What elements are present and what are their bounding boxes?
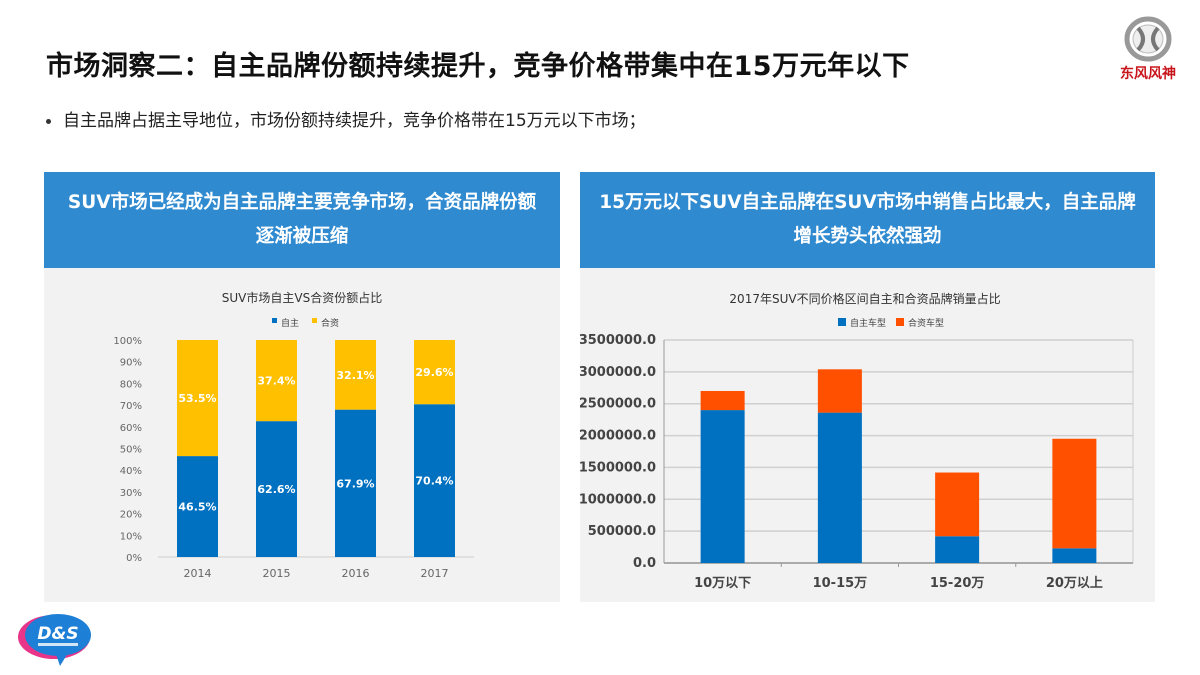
x-tick-label: 2015: [263, 567, 291, 580]
legend-label: 合资: [321, 317, 339, 329]
x-tick-label: 2016: [342, 567, 370, 580]
share-panel: SUV市场已经成为自主品牌主要竞争市场，合资品牌份额逐渐被压缩 SUV市场自主V…: [44, 172, 560, 602]
bar-domestic: [817, 412, 862, 563]
data-label: 46.5%: [178, 501, 216, 514]
y-tick-label: 1000000.0: [580, 492, 656, 507]
legend-label: 自主车型: [850, 317, 886, 329]
data-label: 62.6%: [257, 483, 295, 496]
bar-joint: [414, 340, 455, 405]
chart-title: 2017年SUV不同价格区间自主和合资品牌销量占比: [729, 291, 1000, 306]
y-tick-label: 50%: [120, 445, 142, 456]
x-tick-label: 2014: [184, 567, 212, 580]
y-tick-label: 3000000.0: [580, 365, 656, 380]
x-tick-label: 20万以上: [1046, 576, 1103, 591]
data-label: 32.1%: [336, 369, 374, 382]
y-tick-label: 1500000.0: [580, 460, 656, 475]
y-tick-label: 30%: [120, 488, 142, 499]
y-tick-label: 20%: [120, 510, 142, 521]
price-panel-heading: 15万元以下SUV自主品牌在SUV市场中销售占比最大，自主品牌增长势头依然强劲: [580, 172, 1155, 268]
x-tick-label: 15-20万: [930, 576, 985, 591]
y-tick-label: 0%: [126, 553, 142, 564]
bullet-dot-icon: [46, 118, 51, 124]
bullet-text: 自主品牌占据主导地位，市场份额持续提升，竞争价格带在15万元以下市场；: [63, 111, 646, 131]
bar-joint: [700, 390, 745, 411]
y-tick-label: 80%: [120, 379, 142, 390]
bar-domestic: [414, 404, 455, 557]
y-tick-label: 40%: [120, 466, 142, 477]
bar-joint: [817, 369, 862, 413]
bullet-point: 自主品牌占据主导地位，市场份额持续提升，竞争价格带在15万元以下市场；: [46, 106, 646, 131]
share-panel-heading: SUV市场已经成为自主品牌主要竞争市场，合资品牌份额逐渐被压缩: [44, 172, 560, 268]
dongfeng-logo: 东风风神: [1120, 16, 1176, 82]
bar-joint: [177, 340, 218, 457]
x-tick-label: 10-15万: [813, 576, 868, 591]
y-tick-label: 3500000.0: [580, 333, 656, 348]
y-tick-label: 10%: [120, 531, 142, 542]
bar-joint: [335, 340, 376, 410]
legend-swatch: [272, 318, 277, 323]
data-label: 70.4%: [415, 475, 453, 488]
bar-domestic: [935, 536, 980, 563]
svg-text:D&S: D&S: [37, 624, 78, 644]
y-tick-label: 90%: [120, 358, 142, 369]
x-tick-label: 2017: [421, 567, 449, 580]
y-tick-label: 2500000.0: [580, 397, 656, 412]
bar-domestic: [700, 410, 745, 563]
ds-logo: D&S: [18, 614, 91, 666]
legend-label: 自主: [281, 317, 299, 329]
chart-title: SUV市场自主VS合资份额占比: [222, 290, 382, 305]
data-label: 67.9%: [336, 477, 374, 490]
y-tick-label: 500000.0: [588, 524, 656, 539]
legend-swatch: [896, 318, 904, 326]
y-tick-label: 60%: [120, 423, 142, 434]
legend-label: 合资车型: [908, 317, 944, 329]
y-tick-label: 70%: [120, 401, 142, 412]
legend-swatch: [838, 318, 846, 326]
bar-joint: [935, 472, 980, 537]
y-tick-label: 2000000.0: [580, 429, 656, 444]
bar-domestic: [177, 456, 218, 557]
data-label: 29.6%: [415, 366, 453, 379]
data-label: 37.4%: [257, 375, 295, 388]
bar-domestic: [256, 421, 297, 557]
data-label: 53.5%: [178, 392, 216, 405]
bar-joint: [256, 340, 297, 422]
price-panel: 15万元以下SUV自主品牌在SUV市场中销售占比最大，自主品牌增长势头依然强劲 …: [580, 172, 1155, 602]
bar-domestic: [1052, 548, 1097, 563]
y-tick-label: 0.0: [633, 556, 656, 571]
y-tick-label: 100%: [113, 336, 142, 347]
legend-swatch: [312, 318, 317, 323]
svg-text:东风风神: 东风风神: [1120, 65, 1176, 82]
x-tick-label: 10万以下: [694, 576, 751, 591]
bar-domestic: [335, 409, 376, 557]
bar-joint: [1052, 438, 1097, 549]
page-title: 市场洞察二：自主品牌份额持续提升，竞争价格带集中在15万元年以下: [46, 51, 910, 82]
